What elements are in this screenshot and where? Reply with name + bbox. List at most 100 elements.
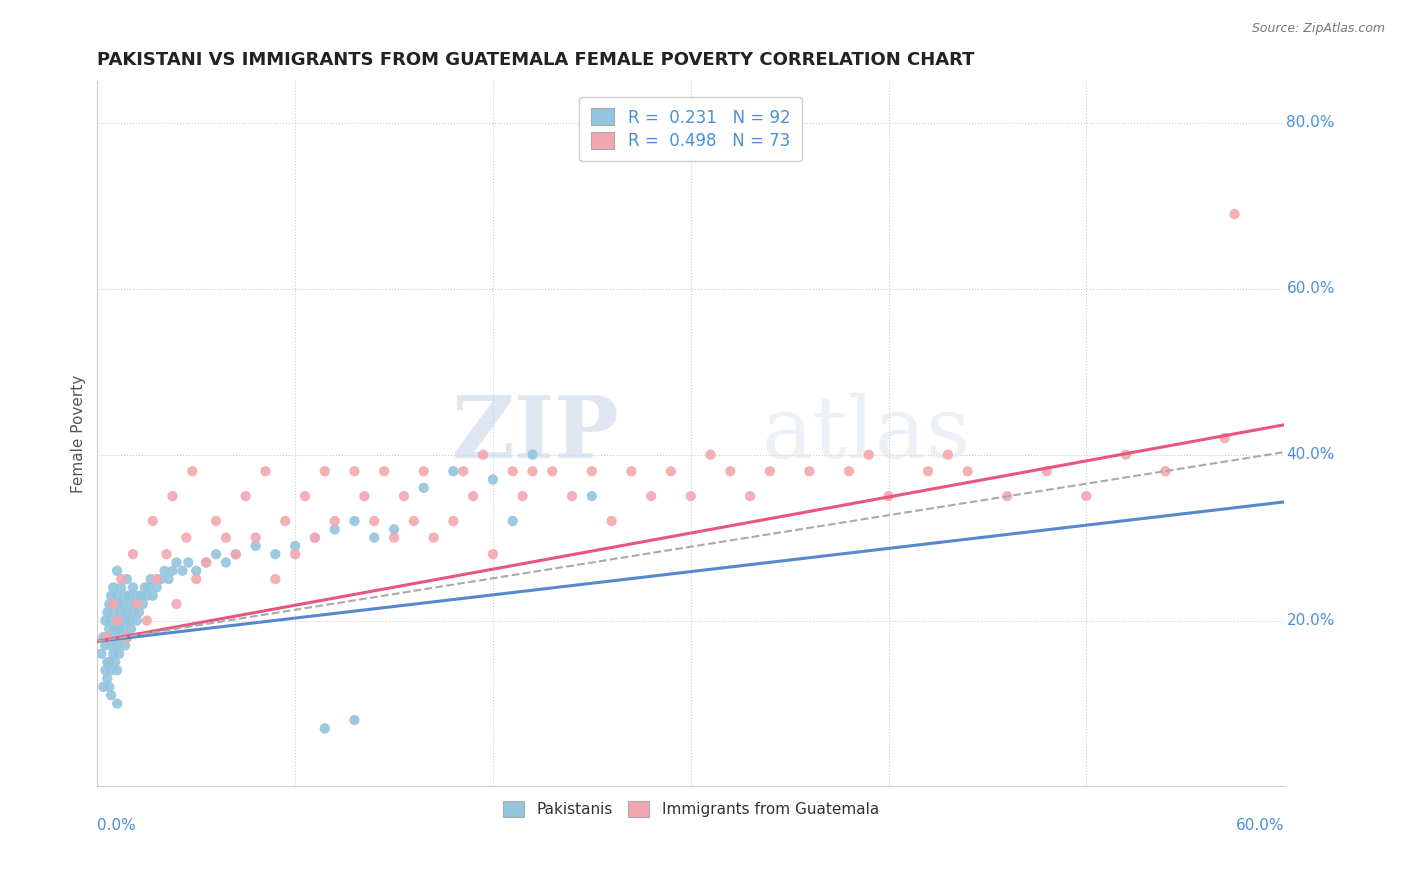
Point — [110, 572, 132, 586]
Point — [105, 564, 128, 578]
Point — [134, 581, 156, 595]
Point — [142, 589, 165, 603]
Point — [600, 514, 623, 528]
Text: PAKISTANI VS IMMIGRANTS FROM GUATEMALA FEMALE POVERTY CORRELATION CHART: PAKISTANI VS IMMIGRANTS FROM GUATEMALA F… — [97, 51, 974, 69]
Point — [153, 564, 176, 578]
Point — [581, 489, 603, 503]
Point — [114, 614, 136, 628]
Point — [96, 630, 118, 644]
Point — [1076, 489, 1098, 503]
Point — [145, 572, 167, 586]
Point — [176, 531, 198, 545]
Point — [122, 547, 145, 561]
Point — [205, 514, 228, 528]
Point — [323, 522, 346, 536]
Point — [363, 514, 385, 528]
Point — [718, 464, 741, 478]
Point — [877, 489, 900, 503]
Point — [172, 564, 194, 578]
Point — [98, 622, 121, 636]
Point — [186, 564, 208, 578]
Point — [284, 547, 307, 561]
Point — [108, 647, 131, 661]
Point — [101, 605, 124, 619]
Point — [640, 489, 662, 503]
Point — [314, 722, 336, 736]
Point — [522, 464, 544, 478]
Point — [112, 622, 135, 636]
Y-axis label: Female Poverty: Female Poverty — [72, 375, 86, 493]
Point — [110, 581, 132, 595]
Point — [115, 605, 138, 619]
Point — [101, 597, 124, 611]
Point — [215, 531, 238, 545]
Point — [392, 489, 415, 503]
Point — [104, 622, 127, 636]
Text: 60.0%: 60.0% — [1236, 818, 1284, 833]
Point — [166, 556, 188, 570]
Point — [108, 622, 131, 636]
Point — [363, 531, 385, 545]
Point — [96, 672, 118, 686]
Point — [759, 464, 782, 478]
Point — [402, 514, 425, 528]
Point — [956, 464, 979, 478]
Point — [100, 589, 122, 603]
Point — [110, 630, 132, 644]
Point — [110, 605, 132, 619]
Point — [245, 531, 267, 545]
Point — [96, 630, 118, 644]
Text: 40.0%: 40.0% — [1286, 447, 1334, 462]
Point — [541, 464, 564, 478]
Point — [412, 464, 434, 478]
Point — [1154, 464, 1177, 478]
Point — [304, 531, 326, 545]
Text: 0.0%: 0.0% — [97, 818, 136, 833]
Point — [284, 539, 307, 553]
Point — [181, 464, 204, 478]
Point — [155, 547, 177, 561]
Point — [128, 605, 150, 619]
Point — [482, 473, 505, 487]
Point — [100, 639, 122, 653]
Point — [195, 556, 218, 570]
Point — [135, 589, 157, 603]
Point — [441, 464, 464, 478]
Point — [561, 489, 583, 503]
Point — [482, 547, 505, 561]
Point — [1213, 431, 1236, 445]
Point — [91, 630, 114, 644]
Point — [94, 639, 117, 653]
Point — [799, 464, 821, 478]
Point — [91, 680, 114, 694]
Point — [995, 489, 1018, 503]
Point — [422, 531, 444, 545]
Point — [353, 489, 375, 503]
Point — [145, 581, 167, 595]
Point — [105, 614, 128, 628]
Point — [699, 448, 721, 462]
Point — [125, 597, 148, 611]
Text: ZIP: ZIP — [451, 392, 620, 476]
Point — [115, 630, 138, 644]
Point — [472, 448, 495, 462]
Text: 20.0%: 20.0% — [1286, 613, 1334, 628]
Point — [502, 464, 524, 478]
Point — [157, 572, 180, 586]
Point — [118, 614, 141, 628]
Point — [105, 589, 128, 603]
Point — [1223, 207, 1246, 221]
Point — [451, 464, 474, 478]
Text: Source: ZipAtlas.com: Source: ZipAtlas.com — [1251, 22, 1385, 36]
Point — [177, 556, 200, 570]
Point — [118, 589, 141, 603]
Text: 80.0%: 80.0% — [1286, 115, 1334, 130]
Point — [135, 614, 157, 628]
Point — [373, 464, 395, 478]
Point — [129, 589, 152, 603]
Point — [581, 464, 603, 478]
Point — [502, 514, 524, 528]
Point — [108, 597, 131, 611]
Point — [138, 581, 160, 595]
Point — [100, 664, 122, 678]
